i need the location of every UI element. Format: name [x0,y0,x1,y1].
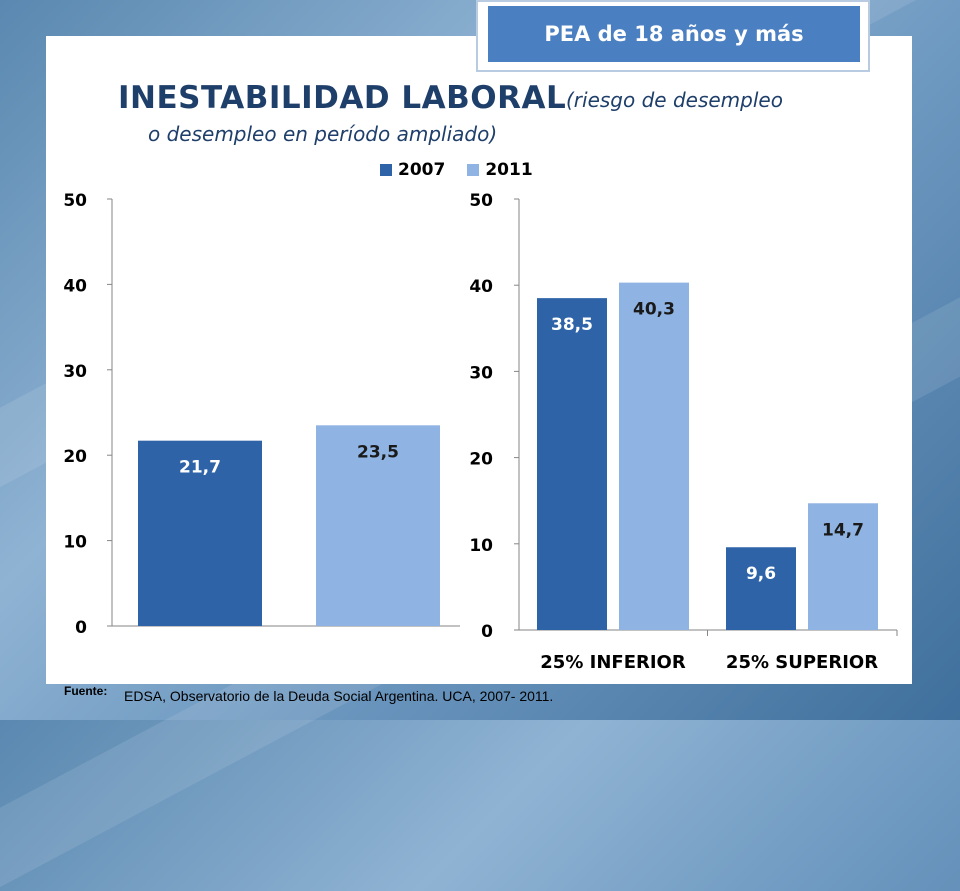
legend-label-2011: 2011 [485,160,533,180]
y-tick-label: 40 [63,276,87,296]
y-tick-label: 50 [63,191,87,211]
x-category-label: 25% INFERIOR [540,652,686,673]
source-label: Fuente: [64,684,108,698]
x-category-label: 25% SUPERIOR [726,652,878,673]
y-tick-label: 10 [469,536,493,556]
legend-item-2007: 2007 [380,160,445,180]
bar-2011 [808,503,878,630]
y-tick-label: 20 [63,447,87,467]
legend-item-2011: 2011 [467,160,533,180]
data-label-2011: 14,7 [822,520,864,540]
legend-label-2007: 2007 [398,160,446,180]
y-tick-label: 20 [469,450,493,470]
data-label-2007: 38,5 [551,315,593,335]
bar-2007 [726,547,796,630]
chart-title: INESTABILIDAD LABORAL [118,80,567,116]
y-tick-label: 10 [63,533,87,553]
data-label-2007: 21,7 [179,458,221,478]
y-tick-label: 30 [469,363,493,383]
population-badge: PEA de 18 años y más [488,6,860,62]
legend-swatch-2011 [467,164,480,176]
y-tick-label: 50 [469,191,493,211]
chart-legend: 2007 2011 [380,160,555,180]
data-label-2011: 40,3 [633,300,675,320]
y-tick-label: 0 [75,618,87,638]
data-label-2007: 9,6 [746,564,776,584]
bar-2007 [537,298,607,630]
source-text: EDSA, Observatorio de la Deuda Social Ar… [124,688,554,704]
bar-2011 [619,282,689,630]
data-label-2011: 23,5 [357,442,399,462]
y-tick-label: 0 [481,622,493,642]
bar-2007 [138,440,262,626]
y-tick-label: 30 [63,362,87,382]
bar-charts: 0 10 20 30 40 50 21,7 23,5 0 10 20 30 40 50 38,5 40,3 25… [63,191,898,673]
y-tick-label: 40 [469,277,493,297]
chart-subtitle-line1: (riesgo de desempleo [566,88,783,112]
legend-swatch-2007 [380,164,392,176]
chart-subtitle-line2: o desempleo en período ampliado) [148,122,498,146]
bar-2011 [316,425,440,626]
